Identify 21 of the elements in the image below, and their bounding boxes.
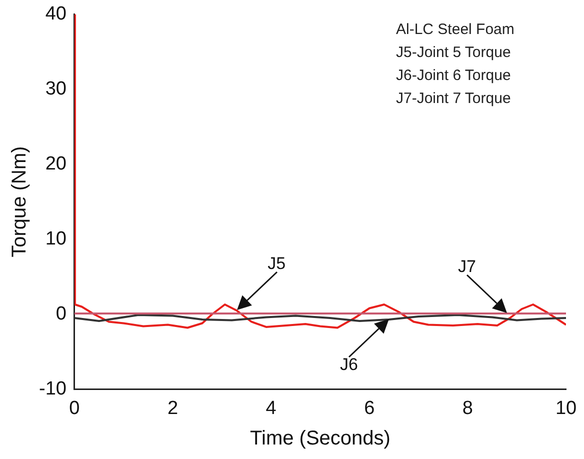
- x-tick-label: 2: [167, 398, 178, 419]
- x-tick-label: 4: [266, 398, 277, 419]
- x-axis-title: Time (Seconds): [250, 428, 390, 450]
- y-tick-label: 30: [45, 78, 66, 100]
- x-tick-label: 10: [555, 398, 577, 419]
- annotation: J5: [268, 254, 286, 274]
- annotation: J6: [340, 355, 358, 374]
- y-axis-title: Torque (Nm): [8, 146, 31, 258]
- annotation: J7: [458, 257, 476, 276]
- annotation: J6-Joint 6 Torque: [396, 67, 511, 84]
- annotation: J5-Joint 5 Torque: [396, 44, 511, 62]
- x-tick-label: 0: [69, 398, 80, 419]
- y-tick-label: -10: [38, 378, 66, 400]
- annotation: J7-Joint 7 Torque: [396, 90, 511, 108]
- y-tick-label: 20: [45, 154, 66, 175]
- y-tick-label: 10: [45, 228, 66, 250]
- y-tick-label: 0: [56, 303, 66, 324]
- y-tick-label: 40: [45, 4, 66, 25]
- annotation: Al-LC Steel Foam: [396, 21, 514, 38]
- x-tick-label: 8: [462, 398, 473, 419]
- x-tick-label: 6: [364, 398, 375, 419]
